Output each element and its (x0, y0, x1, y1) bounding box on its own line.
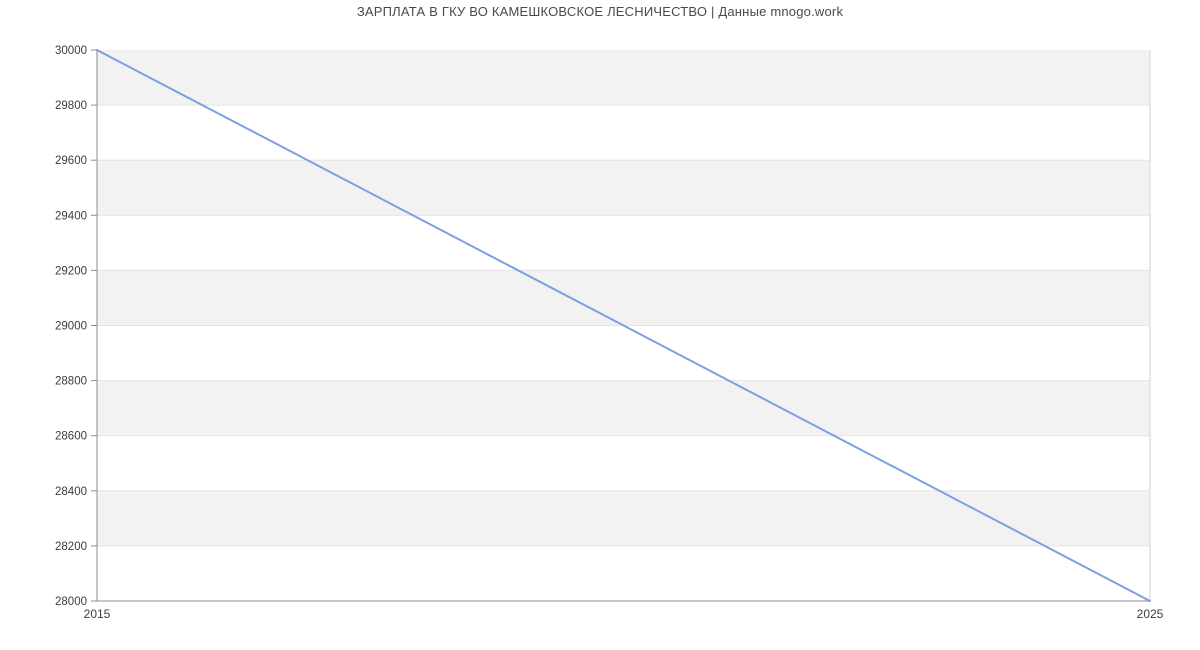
y-tick-label: 28400 (55, 486, 87, 498)
plot-band (97, 545, 1150, 601)
y-tick-label: 29200 (55, 265, 87, 277)
plot-band (97, 215, 1150, 271)
plot-band (97, 270, 1150, 326)
plot-band (97, 490, 1150, 546)
y-tick-label: 29400 (55, 210, 87, 222)
chart-title: ЗАРПЛАТА В ГКУ ВО КАМЕШКОВСКОЕ ЛЕСНИЧЕСТ… (356, 4, 844, 19)
plot-band (97, 105, 1150, 161)
y-tick-label: 28600 (55, 431, 87, 443)
y-tick-label: 29800 (55, 100, 87, 112)
plot-band (97, 50, 1150, 106)
series-line (96, 49, 1151, 602)
plot-band (97, 325, 1150, 381)
plot-band (97, 160, 1150, 216)
x-tick-label: 2025 (1137, 607, 1164, 621)
plot-band (97, 380, 1150, 436)
y-tick-label: 29000 (55, 321, 87, 333)
plot-band (97, 435, 1150, 491)
y-tick-label: 29600 (55, 155, 87, 167)
x-tick-label: 2015 (84, 607, 111, 621)
y-tick-label: 28800 (55, 376, 87, 388)
y-tick-label: 30000 (55, 45, 87, 57)
y-tick-label: 28200 (55, 541, 87, 553)
y-tick-label: 28000 (55, 596, 87, 608)
